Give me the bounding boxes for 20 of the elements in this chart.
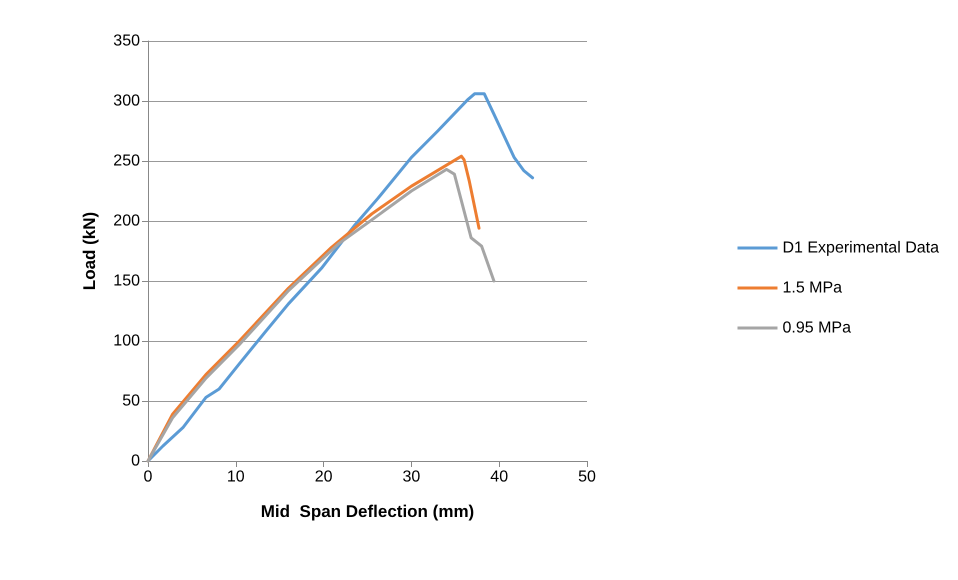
y-tick-label: 300 bbox=[113, 92, 140, 110]
line-series bbox=[146, 92, 534, 462]
x-tick-label: 30 bbox=[402, 468, 420, 486]
x-tick-label: 50 bbox=[578, 468, 596, 486]
y-tick-label: 100 bbox=[113, 332, 140, 350]
y-tick-label: 350 bbox=[113, 32, 140, 50]
y-tick-label: 0 bbox=[131, 452, 140, 470]
y-tick-label: 150 bbox=[113, 272, 140, 290]
x-axis-title: Mid Span Deflection (mm) bbox=[260, 502, 474, 521]
y-tick-label: 200 bbox=[113, 212, 140, 230]
legend-label: D1 Experimental Data bbox=[782, 240, 940, 256]
legend-label: 1.5 MPa bbox=[782, 280, 842, 296]
legend-label: 0.95 MPa bbox=[782, 320, 852, 336]
x-tick-label: 20 bbox=[314, 468, 333, 486]
y-axis-title: Load (kN) bbox=[80, 212, 99, 290]
x-tick-label: 40 bbox=[490, 468, 508, 486]
x-tick-label: 0 bbox=[144, 468, 153, 486]
y-tick-label: 50 bbox=[122, 392, 140, 410]
x-tick-label: 10 bbox=[226, 468, 245, 486]
y-tick-label: 250 bbox=[113, 152, 140, 170]
